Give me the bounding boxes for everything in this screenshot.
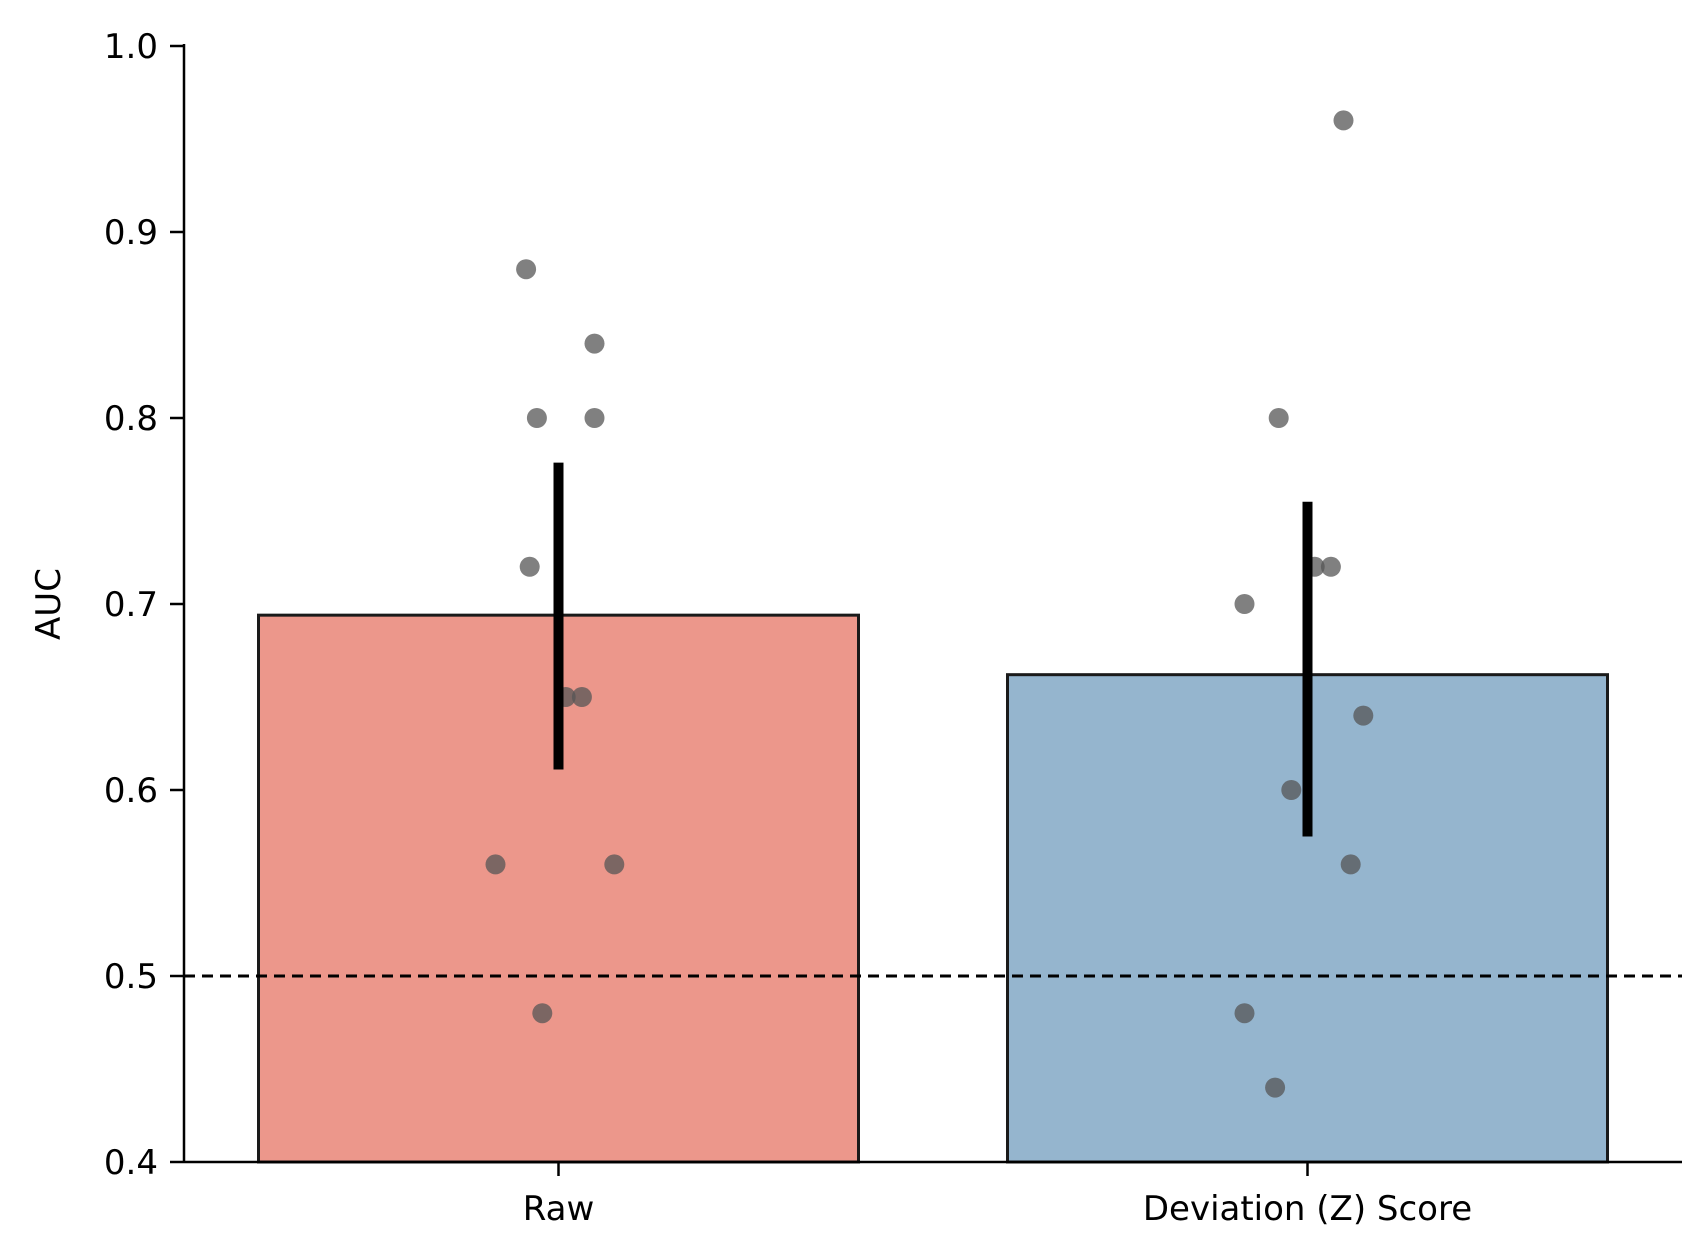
y-tick-label: 0.5 bbox=[104, 957, 158, 997]
axes: 0.4 0.5 0.6 0.7 0.8 0.9 1.0 Raw Deviation (Z) Sc… bbox=[104, 27, 1682, 1229]
y-tick-label: 1.0 bbox=[104, 27, 158, 67]
data-point bbox=[1268, 408, 1289, 428]
data-point bbox=[584, 333, 605, 354]
data-point bbox=[1234, 1003, 1255, 1024]
data-point bbox=[584, 408, 605, 428]
y-tick-label: 0.8 bbox=[104, 399, 158, 439]
data-point bbox=[604, 854, 625, 875]
y-tick-label: 0.6 bbox=[104, 771, 158, 811]
data-point bbox=[1353, 705, 1374, 726]
data-point bbox=[532, 1003, 553, 1024]
data-point bbox=[1234, 594, 1255, 614]
data-point bbox=[1320, 556, 1341, 577]
data-point bbox=[571, 687, 592, 707]
error-bars bbox=[553, 462, 1313, 837]
data-point bbox=[1265, 1077, 1286, 1098]
data-point bbox=[1281, 780, 1302, 800]
y-tick-label: 0.9 bbox=[104, 213, 158, 253]
data-point bbox=[1333, 110, 1354, 131]
data-point bbox=[519, 556, 540, 577]
data-point bbox=[516, 259, 537, 280]
x-tick-label: Raw bbox=[523, 1189, 595, 1229]
data-point bbox=[526, 408, 547, 428]
data-point bbox=[485, 854, 506, 875]
y-tick-label: 0.7 bbox=[104, 585, 158, 625]
y-axis-title: AUC bbox=[29, 568, 69, 640]
bars bbox=[257, 613, 1609, 1164]
data-point bbox=[1340, 854, 1361, 875]
x-tick-label: Deviation (Z) Score bbox=[1143, 1189, 1472, 1229]
y-tick-label: 0.4 bbox=[104, 1143, 158, 1183]
